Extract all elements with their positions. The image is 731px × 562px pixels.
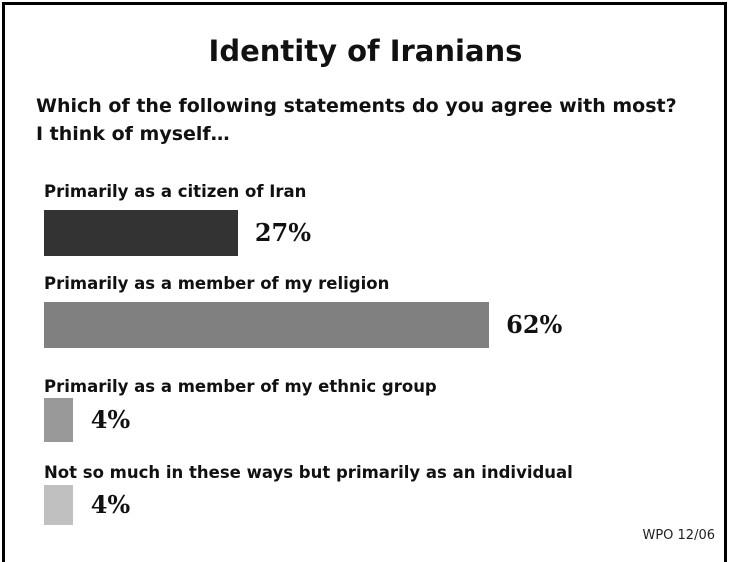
category-label-ethnic-group: Primarily as a member of my ethnic group [44, 377, 437, 396]
category-label-citizen: Primarily as a citizen of Iran [44, 182, 307, 201]
source-note: WPO 12/06 [642, 528, 715, 543]
value-label-religion: 62% [506, 310, 563, 339]
bar-individual [44, 485, 73, 525]
category-label-religion: Primarily as a member of my religion [44, 274, 390, 293]
value-label-citizen: 27% [254, 218, 312, 247]
bar-citizen [44, 210, 238, 256]
survey-question: Which of the following statements do you… [36, 92, 726, 148]
chart-title: Identity of Iranians [208, 34, 523, 68]
value-label-individual: 4% [90, 490, 131, 519]
bar-religion [44, 302, 490, 348]
question-line-1: Which of the following statements do you… [36, 95, 677, 117]
value-label-ethnic-group: 4% [90, 405, 131, 434]
bar-ethnic-group [44, 398, 73, 442]
question-line-2: I think of myself… [36, 123, 230, 145]
category-label-individual: Not so much in these ways but primarily … [44, 463, 573, 482]
